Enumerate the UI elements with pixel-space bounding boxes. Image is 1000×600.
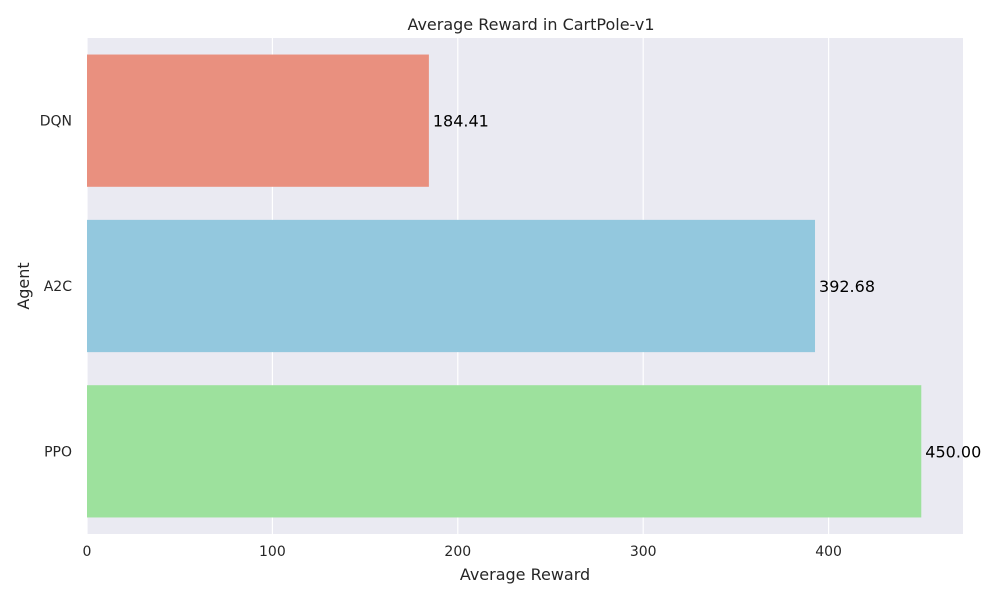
data-label-dqn: 184.41 [433,112,489,131]
x-tick-label: 400 [815,544,842,560]
bar-ppo [87,385,922,518]
x-tick-label: 200 [444,544,471,560]
y-tick-label: A2C [44,279,72,295]
x-tick-label: 0 [83,544,92,560]
y-tick-label: PPO [44,444,72,460]
data-label-a2c: 392.68 [819,277,875,296]
y-axis-title: Agent [14,262,33,309]
x-tick-label: 100 [259,544,286,560]
data-label-ppo: 450.00 [925,442,981,461]
bar-dqn [87,54,429,187]
data-labels: 184.41 392.68 450.00 [433,112,981,462]
x-tick-label: 300 [630,544,657,560]
bar-a2c [87,219,816,353]
x-axis-ticks: 0 100 200 300 400 [83,544,842,560]
chart-title: Average Reward in CartPole-v1 [407,15,654,34]
x-axis-title: Average Reward [460,565,590,584]
bars [87,54,922,518]
y-tick-label: DQN [40,114,72,130]
y-axis-ticks: DQN A2C PPO [40,114,73,461]
